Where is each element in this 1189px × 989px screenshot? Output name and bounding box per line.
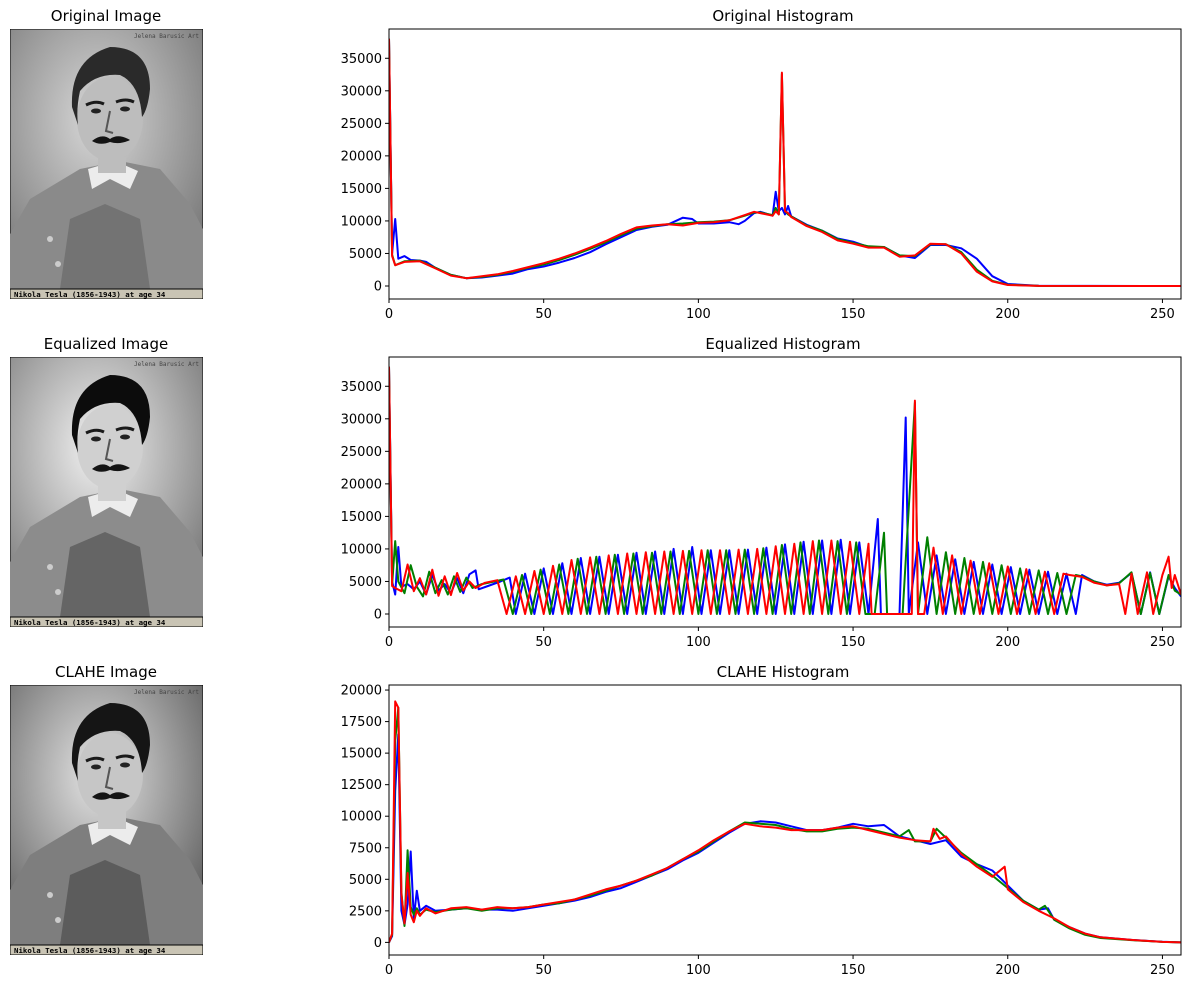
original-ytick-label: 15000 [341, 182, 382, 197]
equalized-histogram: 0 50 100 150 200 250 0 5000 10000 15000 20000 25000… [341, 356, 1182, 650]
equalized-xtick-label: 250 [1150, 635, 1175, 650]
original-xtick-label: 150 [841, 307, 866, 322]
caption-text: Nikola Tesla (1856-1943) at age 34 [14, 290, 166, 299]
clahe-image: Jelena Barusic Art Nikola Tesla (1856-194… [10, 685, 203, 955]
caption-text: Nikola Tesla (1856-1943) at age 34 [14, 946, 166, 955]
clahe-histogram-title: CLAHE Histogram [716, 663, 850, 681]
original-ytick-label: 25000 [341, 117, 382, 132]
equalized-xtick-label: 50 [535, 635, 552, 650]
original-xtick-label: 200 [995, 307, 1020, 322]
original-series-blue [389, 38, 1181, 287]
original-xtick-label: 100 [686, 307, 711, 322]
clahe-ytick-label: 7500 [349, 841, 382, 856]
equalized-xtick-label: 0 [385, 635, 393, 650]
equalized-ytick-label: 35000 [341, 380, 382, 395]
equalized-ytick-label: 15000 [341, 510, 382, 525]
equalized-ytick-label: 20000 [341, 477, 382, 492]
equalized-ytick-label: 30000 [341, 412, 382, 427]
clahe-ytick-label: 0 [374, 936, 382, 951]
clahe-ytick-label: 20000 [341, 684, 382, 699]
equalized-series-blue [389, 366, 1181, 615]
clahe-xtick-label: 250 [1150, 963, 1175, 978]
original-series-green [389, 38, 1181, 287]
clahe-image-title: CLAHE Image [55, 663, 157, 681]
original-histogram: 0 50 100 150 200 250 0 5000 10000 15000 20000 25000… [341, 28, 1182, 322]
clahe-xtick-label: 0 [385, 963, 393, 978]
original-xtick-label: 250 [1150, 307, 1175, 322]
clahe-ytick-label: 15000 [341, 747, 382, 762]
clahe-histogram: 0 50 100 150 200 2500250050007500100001250015… [341, 684, 1182, 978]
original-ytick-label: 20000 [341, 149, 382, 164]
watermark-text: Jelena Barusic Art [134, 361, 199, 368]
original-image-title: Original Image [50, 7, 162, 25]
clahe-ytick-label: 17500 [341, 715, 382, 730]
original-axes-frame [388, 28, 1182, 300]
original-ytick-label: 35000 [341, 52, 382, 67]
original-histogram-title: Original Histogram [712, 7, 854, 25]
caption-text: Nikola Tesla (1856-1943) at age 34 [14, 618, 166, 627]
equalized-series-red [389, 366, 1181, 615]
clahe-series-red [389, 700, 1181, 944]
clahe-xtick-label: 200 [995, 963, 1020, 978]
watermark-text: Jelena Barusic Art [134, 33, 199, 40]
clahe-ytick-label: 2500 [349, 904, 382, 919]
equalized-xtick-label: 100 [686, 635, 711, 650]
watermark-text: Jelena Barusic Art [134, 689, 199, 696]
original-ytick-label: 5000 [349, 247, 382, 262]
clahe-axes-frame [388, 684, 1182, 956]
original-ytick-label: 0 [374, 279, 382, 294]
original-xtick-label: 0 [385, 307, 393, 322]
original-series-red [389, 38, 1181, 287]
clahe-xtick-label: 50 [535, 963, 552, 978]
equalized-axes-frame [388, 356, 1182, 628]
original-image: Jelena Barusic Art Nikola Tesla (1856-194… [10, 29, 203, 299]
equalized-histogram-title: Equalized Histogram [705, 335, 861, 353]
equalized-image: Jelena Barusic Art Nikola Tesla (1856-194… [10, 357, 203, 627]
equalized-ytick-label: 5000 [349, 575, 382, 590]
original-xtick-label: 50 [535, 307, 552, 322]
equalized-xtick-label: 200 [995, 635, 1020, 650]
original-ytick-label: 10000 [341, 214, 382, 229]
equalized-ytick-label: 25000 [341, 445, 382, 460]
equalized-xtick-label: 150 [841, 635, 866, 650]
clahe-ytick-label: 5000 [349, 873, 382, 888]
equalized-image-title: Equalized Image [43, 335, 169, 353]
equalized-ytick-label: 0 [374, 607, 382, 622]
clahe-ytick-label: 12500 [341, 778, 382, 793]
clahe-xtick-label: 100 [686, 963, 711, 978]
clahe-xtick-label: 150 [841, 963, 866, 978]
clahe-ytick-label: 10000 [341, 810, 382, 825]
original-ytick-label: 30000 [341, 84, 382, 99]
clahe-series-blue [389, 733, 1181, 944]
equalized-ytick-label: 10000 [341, 542, 382, 557]
